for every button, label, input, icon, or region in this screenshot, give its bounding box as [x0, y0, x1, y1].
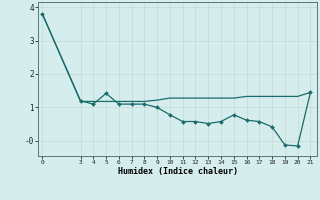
X-axis label: Humidex (Indice chaleur): Humidex (Indice chaleur): [118, 167, 238, 176]
